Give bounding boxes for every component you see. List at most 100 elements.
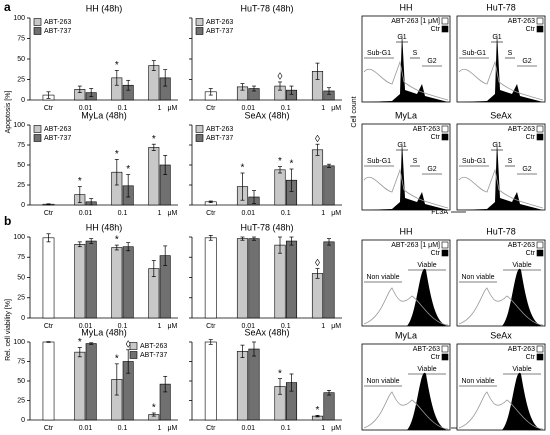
flow-legend-label: ABT-263 [1 μM] — [391, 242, 440, 249]
legend-swatch — [129, 351, 138, 359]
chart-title: SeAx (48h) — [244, 327, 289, 337]
flow-legend-swatch — [441, 345, 449, 353]
y-tick-label: 25 — [17, 76, 25, 83]
drug-histogram — [363, 287, 449, 326]
legend-swatch — [33, 27, 42, 35]
y-tick-label: 100 — [13, 234, 25, 241]
flow-legend-label: Ctr — [526, 26, 536, 33]
flow-legend-swatch — [441, 241, 449, 249]
legend-swatch — [195, 18, 204, 26]
chart-title: MyLa (48h) — [81, 327, 127, 337]
flow-title: HuT-78 — [486, 226, 516, 236]
significance-marker: * — [115, 235, 119, 246]
flow-title: SeAx — [490, 330, 512, 340]
drug-histogram — [458, 60, 544, 101]
x-tick-label: 0.01 — [79, 425, 93, 432]
gate-label: Non viable — [461, 274, 494, 281]
y-tick-label: 25 — [17, 295, 25, 302]
y-tick-label: 0 — [21, 202, 25, 209]
flow-legend-swatch — [441, 249, 449, 257]
flow-frame — [456, 15, 546, 103]
bar — [323, 165, 335, 206]
chart-title: SeAx (48h) — [244, 110, 289, 120]
bar — [148, 147, 160, 206]
y-tick-label: 100 — [13, 339, 25, 346]
flow-legend-label: Ctr — [526, 354, 536, 361]
x-unit: μM — [331, 105, 341, 112]
x-tick-label: Ctr — [206, 210, 216, 217]
y-tick-label: 25 — [17, 397, 25, 404]
y-tick-label: 50 — [17, 378, 25, 385]
significance-marker: * — [115, 149, 119, 160]
bar — [285, 240, 298, 319]
flow-title: MyLa — [395, 110, 417, 120]
gate-label: G2 — [522, 166, 531, 173]
x-tick-label: Ctr — [44, 425, 54, 432]
x-unit: μM — [331, 323, 341, 330]
panel-label: a — [4, 0, 11, 14]
gate-label: S — [413, 50, 418, 57]
flow-legend-swatch — [536, 353, 544, 361]
significance-marker: * — [78, 337, 82, 348]
flow-x-label: FL3A — [431, 209, 448, 216]
significance-marker: * — [152, 134, 156, 145]
legend-label: ABT-263 — [44, 19, 71, 26]
chart-title: HH (48h) — [86, 222, 123, 232]
gate-label: Viable — [417, 262, 436, 269]
flow-legend-label: ABT-263 — [508, 18, 535, 25]
bar — [85, 343, 97, 421]
bar — [274, 244, 286, 319]
bar — [122, 246, 134, 319]
gate-label: Sub-G1 — [462, 158, 486, 165]
bar — [74, 351, 86, 421]
gate-label: Sub-G1 — [462, 50, 486, 57]
x-unit: μM — [168, 105, 178, 112]
drug-histogram — [458, 391, 544, 430]
control-bar — [204, 237, 217, 319]
significance-marker: * — [78, 176, 82, 187]
panel-label: b — [4, 214, 11, 228]
flow-legend-swatch — [536, 249, 544, 257]
gate-label: Non viable — [366, 274, 399, 281]
x-tick-label: 0.1 — [281, 323, 291, 330]
y-tick-label: 50 — [17, 56, 25, 63]
flow-title: SeAx — [490, 110, 512, 120]
x-tick-label: 0.1 — [281, 210, 291, 217]
ctr-histogram — [407, 268, 448, 326]
flow-legend-swatch — [536, 125, 544, 133]
significance-marker: ◊ — [315, 258, 320, 269]
x-tick-label: 0.01 — [241, 323, 255, 330]
x-tick-label: 1 — [158, 425, 162, 432]
y-tick-label: 0 — [21, 417, 25, 424]
legend-swatch — [33, 134, 42, 142]
x-tick-label: 1 — [158, 105, 162, 112]
x-tick-label: 1 — [321, 323, 325, 330]
gate-label: Viable — [512, 366, 531, 373]
legend-swatch — [195, 125, 204, 133]
significance-marker: * — [126, 164, 130, 175]
x-tick-label: Ctr — [206, 425, 216, 432]
y-tick-label: 50 — [17, 274, 25, 281]
gate-label: S — [508, 158, 513, 165]
flow-legend-swatch — [441, 25, 449, 33]
legend-label: ABT-263 — [44, 126, 71, 133]
y-axis-label: Rel. cell viability [%] — [5, 299, 12, 361]
gate-label: Non viable — [461, 378, 494, 385]
bar — [236, 238, 249, 319]
chart-title: MyLa (48h) — [81, 110, 127, 120]
flow-frame — [456, 123, 546, 211]
x-tick-label: 1 — [321, 210, 325, 217]
control-bar — [42, 341, 55, 421]
gate-label: S — [413, 158, 418, 165]
gate-label: S — [508, 50, 513, 57]
x-unit: μM — [331, 425, 341, 432]
x-unit: μM — [168, 323, 178, 330]
flow-legend-swatch — [441, 133, 449, 141]
gate-label: G1 — [492, 34, 501, 41]
bar — [248, 238, 260, 319]
legend-label: ABT-263 — [206, 126, 233, 133]
significance-marker: * — [316, 405, 320, 416]
legend-label: ABT-737 — [44, 135, 71, 142]
flow-legend-swatch — [441, 125, 449, 133]
significance-marker: * — [115, 353, 119, 364]
